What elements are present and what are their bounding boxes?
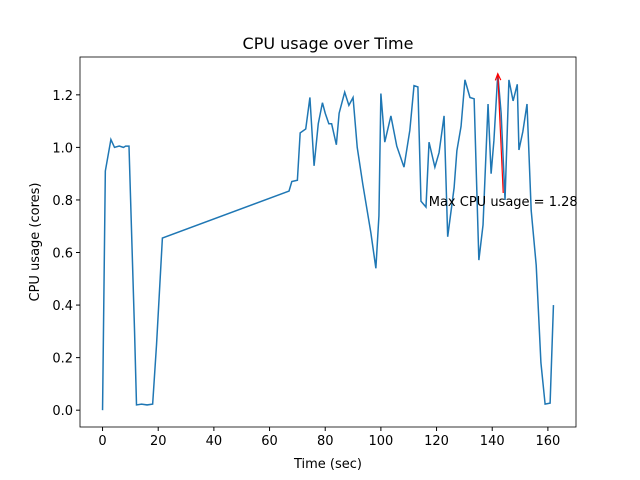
y-tick-label: 0.0 [52, 404, 73, 419]
x-tick-label: 100 [368, 434, 393, 449]
x-axis-label: Time (sec) [293, 457, 362, 472]
y-tick-label: 0.6 [52, 247, 73, 262]
x-tick-label: 140 [480, 434, 505, 449]
x-tick-label: 60 [261, 434, 278, 449]
x-tick-label: 40 [206, 434, 223, 449]
chart-title: CPU usage over Time [243, 34, 414, 53]
annotation-arrow [494, 72, 504, 194]
x-tick-label: 120 [424, 434, 449, 449]
data-line [101, 73, 555, 411]
x-tick-label: 160 [535, 434, 560, 449]
y-tick-label: 1.0 [52, 141, 73, 156]
y-tick-label: 0.2 [52, 352, 73, 367]
y-tick-label: 1.2 [52, 89, 73, 104]
annotation-text: Max CPU usage = 1.28 [429, 195, 578, 210]
x-tick-label: 0 [98, 434, 106, 449]
x-tick-label: 20 [150, 434, 167, 449]
y-axis-label: CPU usage (cores) [28, 183, 43, 302]
y-tick-label: 0.4 [52, 299, 73, 314]
y-tick-label: 0.8 [52, 194, 73, 209]
plot-frame [79, 56, 577, 428]
x-tick-label: 80 [317, 434, 334, 449]
